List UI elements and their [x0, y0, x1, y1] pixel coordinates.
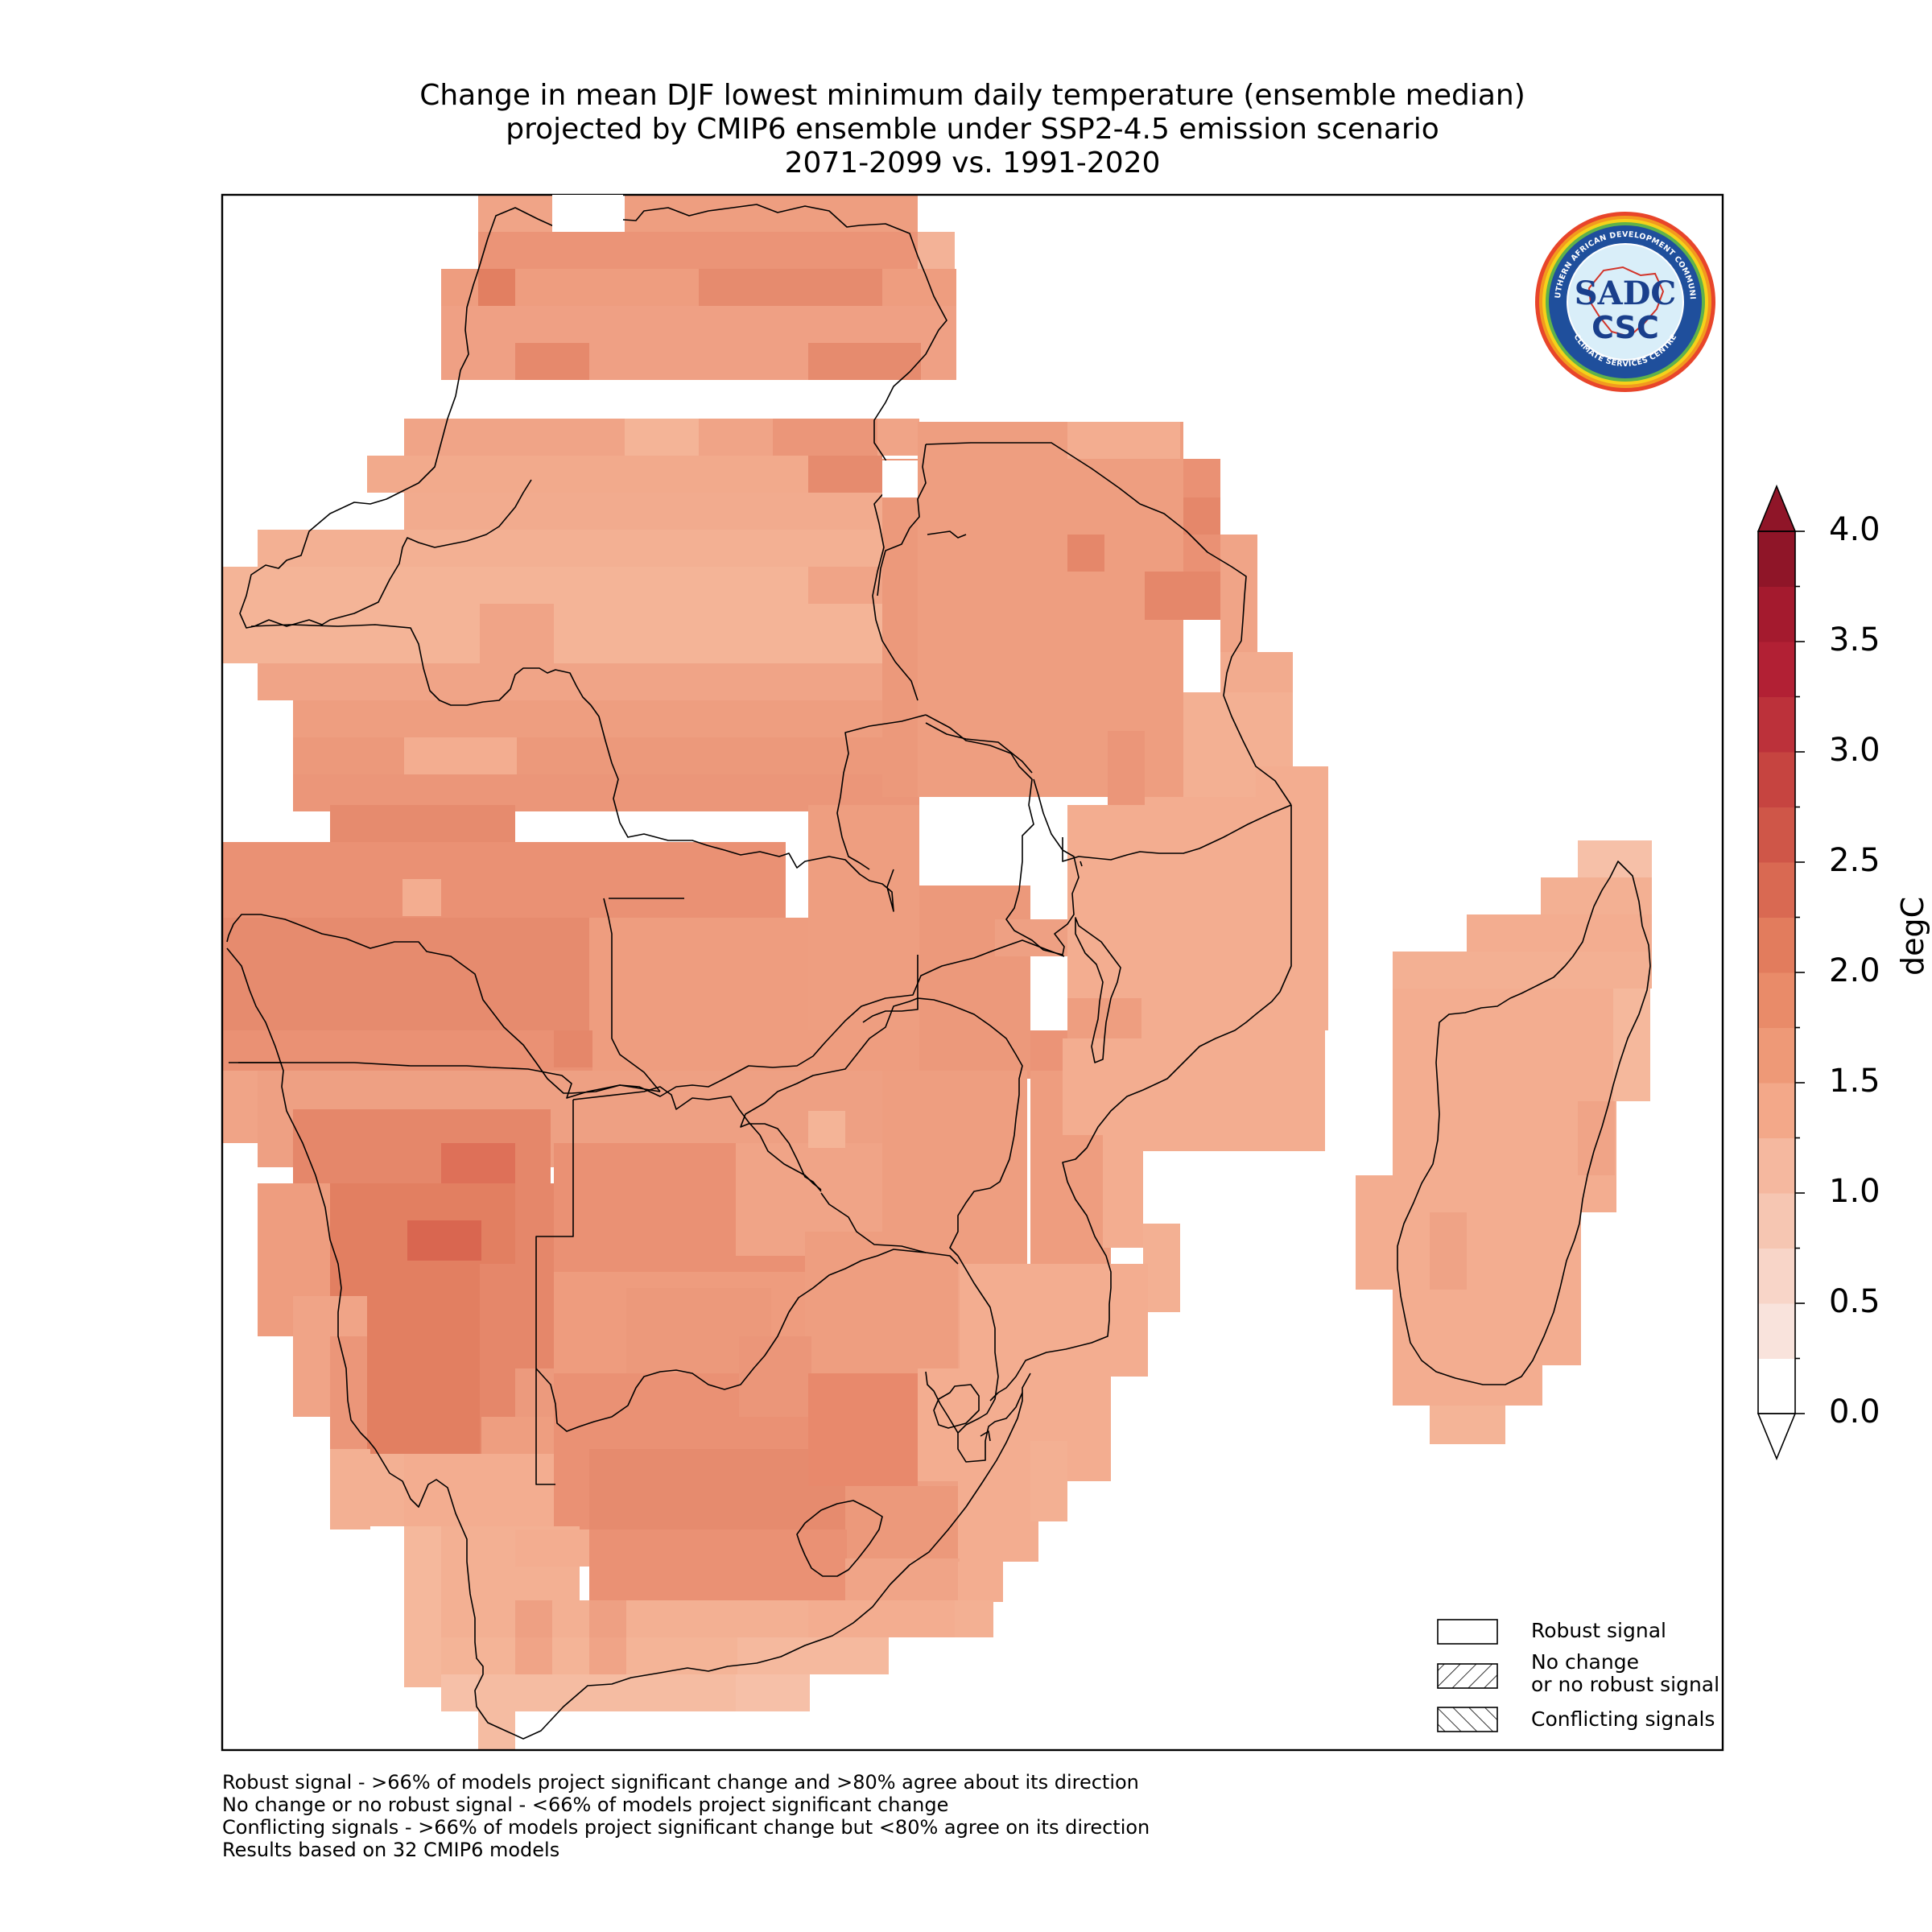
colorbar-tick-label: 0.0 [1829, 1393, 1880, 1430]
legend-swatch-no-robust [1437, 1663, 1498, 1689]
legend-swatch-conflicting [1437, 1707, 1498, 1732]
legend-label-conflicting: Conflicting signals [1531, 1707, 1715, 1731]
footnote: No change or no robust signal - <66% of … [222, 1794, 949, 1816]
colorbar-tick-label: 0.5 [1829, 1283, 1880, 1320]
colorbar-tick-label: 1.5 [1829, 1063, 1880, 1100]
colorbar-segment [1758, 586, 1795, 642]
colorbar-segment [1758, 642, 1795, 697]
legend-swatch-robust [1437, 1619, 1498, 1645]
legend-label-robust: Robust signal [1531, 1619, 1666, 1642]
colorbar-segment [1758, 1358, 1795, 1414]
footnote: Robust signal - >66% of models project s… [222, 1771, 1139, 1794]
signal-legend [1437, 1619, 1498, 1732]
colorbar-segment [1758, 1083, 1795, 1138]
title-line-2: projected by CMIP6 ensemble under SSP2-4… [506, 113, 1439, 146]
footnotes: Robust signal - >66% of models project s… [222, 1771, 1150, 1861]
colorbar [1757, 484, 1805, 1461]
colorbar-segment [1758, 531, 1795, 587]
colorbar-tick-label: 3.0 [1829, 732, 1880, 769]
colorbar-segment [1758, 862, 1795, 918]
logo-mark-csc: CSC [1591, 310, 1659, 345]
colorbar-segment [1758, 1303, 1795, 1359]
title-line-1: Change in mean DJF lowest minimum daily … [419, 79, 1525, 112]
colorbar-segment [1758, 917, 1795, 973]
legend-label-no-robust: No change or no robust signal [1531, 1650, 1720, 1696]
colorbar-segment [1758, 1193, 1795, 1249]
title-line-3: 2071-2099 vs. 1991-2020 [784, 147, 1161, 180]
colorbar-extend-max [1757, 484, 1797, 532]
sadc-csc-logo: SOUTHERN AFRICAN DEVELOPMENT COMMUNITY C… [1534, 211, 1715, 392]
footnote: Results based on 32 CMIP6 models [222, 1839, 560, 1861]
colorbar-segment [1758, 807, 1795, 863]
colorbar-segment [1758, 1027, 1795, 1084]
colorbar-segment [1758, 1248, 1795, 1304]
colorbar-tick-label: 4.0 [1829, 511, 1880, 548]
colorbar-segment [1758, 752, 1795, 807]
map-frame [221, 193, 1724, 1752]
map-title: Change in mean DJF lowest minimum daily … [222, 79, 1723, 180]
colorbar-unit-label: degC [1895, 896, 1930, 976]
colorbar-segment [1758, 1137, 1795, 1194]
temperature-change-raster [222, 195, 1652, 1750]
logo-mark-sadc: SADC [1575, 275, 1676, 312]
colorbar-tick-label: 1.0 [1829, 1173, 1880, 1210]
colorbar-tick-label: 2.5 [1829, 842, 1880, 879]
colorbar-extend-min [1757, 1413, 1797, 1461]
colorbar-segment [1758, 972, 1795, 1028]
colorbar-tick-label: 2.0 [1829, 952, 1880, 989]
colorbar-tick-label: 3.5 [1829, 621, 1880, 658]
footnote: Conflicting signals - >66% of models pro… [222, 1816, 1150, 1839]
colorbar-segment [1758, 696, 1795, 753]
country-borders [226, 204, 1651, 1740]
